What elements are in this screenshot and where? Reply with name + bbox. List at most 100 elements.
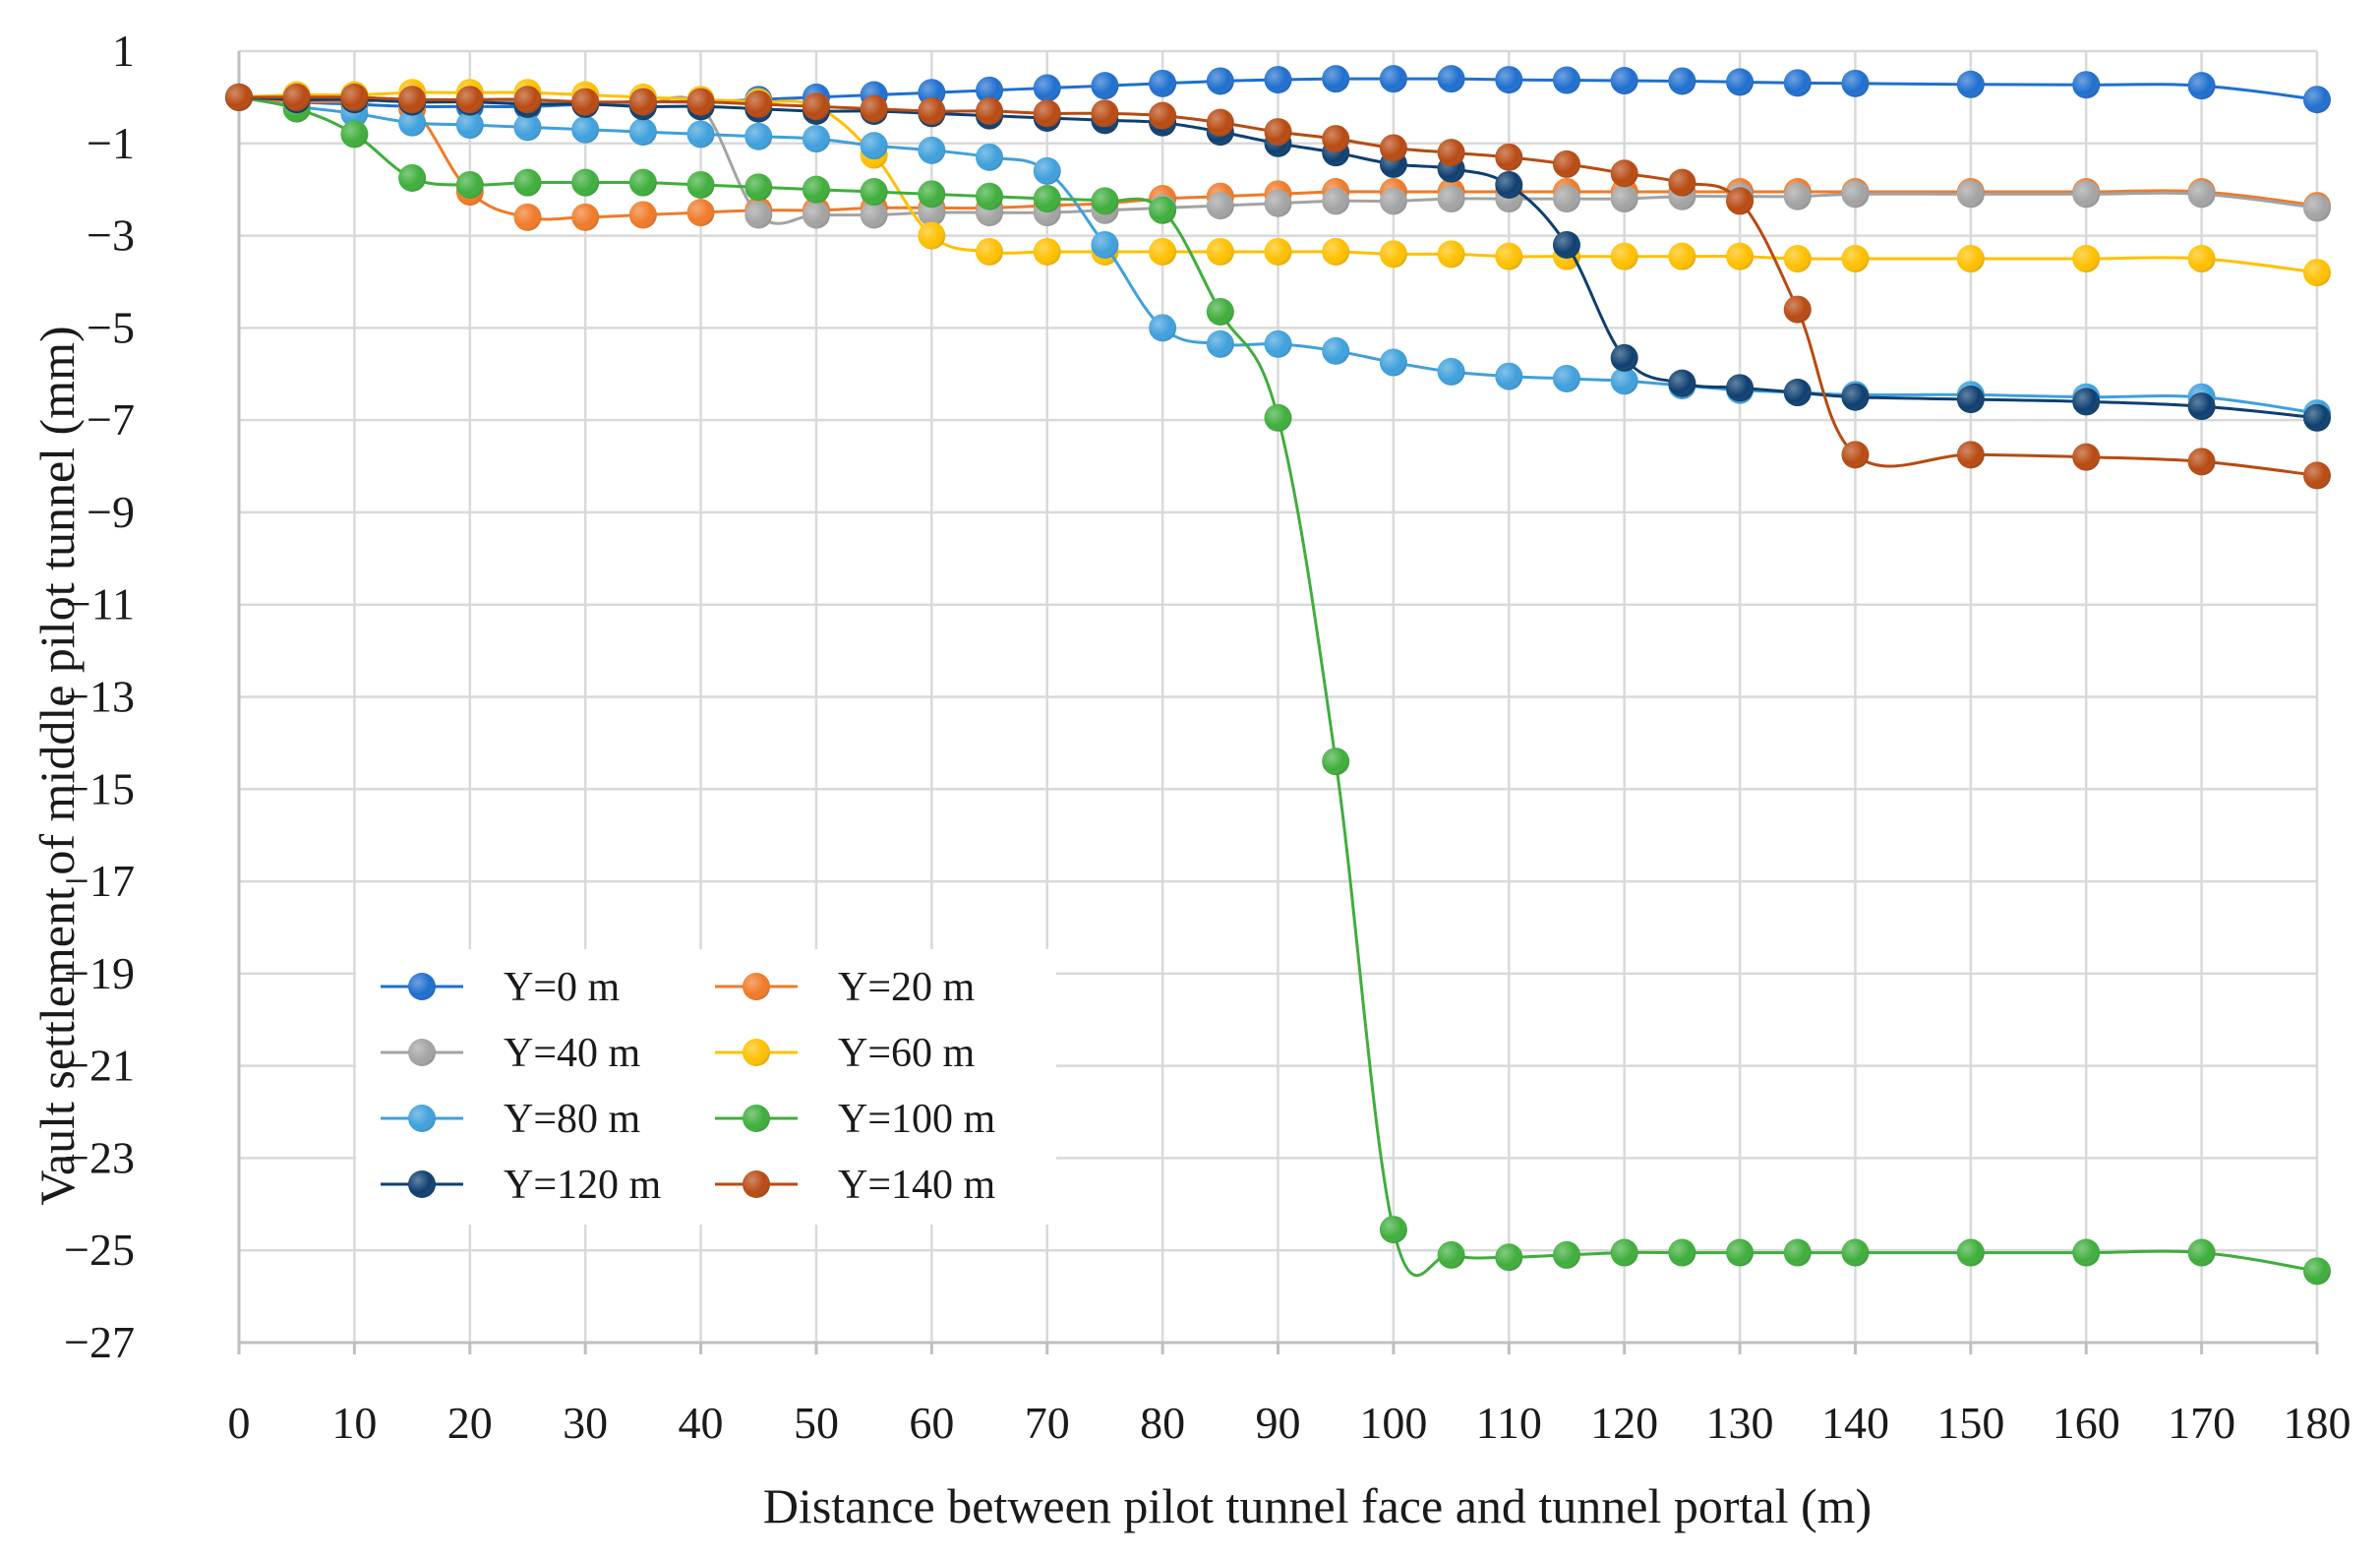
data-point-shade	[2072, 1238, 2101, 1267]
data-point-shade	[1552, 230, 1580, 259]
data-point-shade	[1956, 180, 1985, 209]
data-point-shade	[1726, 187, 1755, 215]
data-point-shade	[1668, 242, 1696, 270]
x-tick-label: 80	[1140, 1398, 1185, 1448]
data-point-shade	[513, 168, 542, 197]
data-point-shade	[2187, 180, 2216, 209]
data-point-shade	[1264, 189, 1292, 217]
data-point-shade	[1783, 295, 1812, 324]
x-tick-label: 170	[2168, 1398, 2235, 1448]
data-point-shade	[2303, 1257, 2331, 1286]
data-point-shade	[1668, 1238, 1696, 1267]
data-point-shade	[1206, 330, 1234, 358]
data-point-shade	[2187, 448, 2216, 476]
data-point-shade	[2187, 1238, 2216, 1267]
data-point-shade	[1322, 336, 1350, 365]
data-point-shade	[686, 199, 715, 227]
y-tick-label: −9	[87, 487, 135, 537]
data-point-shade	[398, 86, 427, 114]
data-point-shade	[802, 125, 830, 153]
data-point-shade	[976, 143, 1004, 171]
data-point-shade	[1726, 242, 1755, 270]
data-point-shade	[1610, 367, 1638, 395]
axes: 1 −1 −3 −5 −7 −9 −11 −13 −15 −17 −19 −21 −23 −25 −27 0 1…	[64, 26, 2350, 1448]
data-point-shade	[1726, 374, 1755, 402]
data-point-shade	[628, 168, 657, 197]
data-point-shade	[455, 86, 484, 114]
legend-marker-shade	[408, 973, 436, 1000]
legend-label: Y=60 m	[838, 1031, 976, 1076]
data-point-shade	[1379, 240, 1407, 269]
data-point-shade	[1495, 143, 1523, 171]
data-point-shade	[1783, 182, 1812, 210]
data-point-shade	[1552, 150, 1580, 178]
x-tick-label: 110	[1476, 1398, 1542, 1448]
data-point-shade	[571, 115, 600, 144]
data-point-shade	[2303, 86, 2331, 114]
x-tick-label: 60	[909, 1398, 954, 1448]
y-tick-label: −13	[64, 672, 135, 722]
legend-item: Y=80 m	[381, 1097, 641, 1142]
legend-item: Y=140 m	[715, 1163, 996, 1208]
legend-marker-shade	[408, 1170, 436, 1198]
data-point-shade	[802, 175, 830, 204]
y-tick-label: −15	[64, 763, 135, 813]
data-point-shade	[1206, 108, 1234, 137]
x-tick-label: 100	[1359, 1398, 1427, 1448]
data-point-shade	[571, 88, 600, 116]
data-point-shade	[1322, 125, 1350, 153]
data-point-shade	[802, 92, 830, 121]
data-point-shade	[1206, 237, 1234, 266]
legend-item: Y=40 m	[381, 1031, 641, 1076]
data-point-shade	[2303, 403, 2331, 432]
data-point-shade	[628, 118, 657, 147]
data-point-shade	[1956, 441, 1985, 469]
y-tick-label: −3	[87, 210, 135, 261]
legend-label: Y=100 m	[838, 1097, 996, 1142]
data-point-shade	[340, 83, 369, 111]
data-point-shade	[1668, 369, 1696, 397]
data-point-shade	[1033, 156, 1061, 185]
data-point-shade	[744, 173, 773, 202]
data-point-shade	[1552, 1240, 1580, 1269]
data-point-shade	[1495, 362, 1523, 390]
data-point-shade	[1610, 1238, 1638, 1267]
data-point-shade	[1841, 441, 1870, 469]
y-tick-label: −27	[64, 1317, 135, 1367]
series-line	[238, 90, 2318, 274]
data-point-shade	[1206, 297, 1234, 326]
data-point-shade	[860, 201, 888, 229]
data-point-shade	[1783, 379, 1812, 407]
legend-marker-shade	[743, 1039, 770, 1066]
data-point-shade	[628, 201, 657, 229]
data-point-shade	[860, 94, 888, 123]
x-tick-label: 0	[228, 1398, 251, 1448]
data-point-shade	[1841, 383, 1870, 411]
legend-marker-shade	[743, 1170, 770, 1198]
data-point-shade	[455, 170, 484, 199]
data-point-shade	[571, 168, 600, 197]
data-series	[225, 65, 2331, 1286]
data-point-shade	[1783, 245, 1812, 273]
data-point-shade	[918, 180, 946, 209]
data-point-shade	[1322, 65, 1350, 93]
x-axis-title: Distance between pilot tunnel face and t…	[763, 1478, 1872, 1533]
x-tick-label: 50	[794, 1398, 839, 1448]
y-tick-label: −5	[87, 302, 135, 352]
data-point-shade	[1091, 99, 1119, 128]
data-point-shade	[1322, 187, 1350, 215]
data-point-shade	[1495, 242, 1523, 270]
data-point-shade	[1783, 1238, 1812, 1267]
y-tick-label: −23	[64, 1132, 135, 1182]
data-point-shade	[1149, 314, 1177, 342]
legend-marker-shade	[743, 973, 770, 1000]
legend-marker-shade	[408, 1039, 436, 1066]
y-tick-label: −7	[87, 394, 135, 445]
data-point-shade	[1610, 67, 1638, 95]
data-point-shade	[1783, 69, 1812, 97]
data-point-shade	[2187, 72, 2216, 100]
legend-label: Y=80 m	[504, 1097, 641, 1142]
data-point-shade	[1091, 187, 1119, 215]
data-point-shade	[1264, 330, 1292, 358]
data-point-shade	[1437, 185, 1465, 213]
